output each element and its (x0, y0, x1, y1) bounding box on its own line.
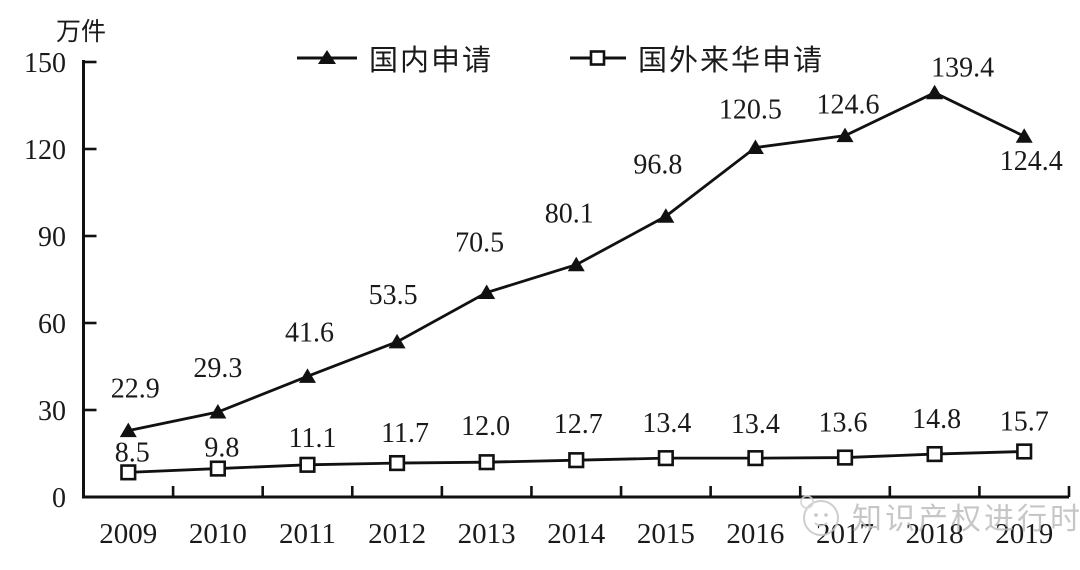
data-point-label: 139.4 (931, 53, 994, 84)
legend-label-foreign: 国外来华申请 (638, 45, 825, 77)
x-tick-label: 2014 (547, 518, 606, 550)
data-point-marker-square (209, 460, 226, 477)
x-tick-label: 2009 (99, 518, 157, 550)
data-point-marker-square (1016, 443, 1033, 460)
data-point-label: 11.1 (288, 423, 336, 454)
data-point-label: 124.6 (817, 90, 880, 121)
data-point-marker-triangle (1015, 128, 1033, 143)
data-point-label: 22.9 (111, 374, 160, 405)
data-point-label: 8.5 (115, 437, 150, 468)
x-tick-label: 2010 (189, 518, 247, 550)
data-point-marker-triangle (388, 333, 406, 349)
data-point-marker-square (747, 450, 764, 467)
x-tick-label: 2017 (816, 518, 874, 550)
x-tick-label: 2011 (279, 518, 336, 550)
y-tick-label: 120 (24, 135, 66, 166)
x-tick-label: 2016 (726, 518, 784, 550)
legend-item-domestic: 国内申请 (296, 37, 493, 79)
data-point-label: 9.8 (204, 433, 239, 464)
data-point-label: 13.6 (819, 408, 868, 439)
data-point-marker-triangle (478, 284, 496, 300)
data-point-marker-square (120, 464, 137, 481)
y-tick-label: 30 (38, 396, 66, 427)
data-point-label: 12.0 (461, 411, 510, 442)
data-point-marker-triangle (926, 84, 944, 100)
legend-triangle-marker-icon (297, 50, 357, 64)
x-tick-label: 2018 (906, 518, 964, 550)
data-point-marker-square (388, 454, 406, 472)
legend-label-domestic: 国内申请 (369, 45, 494, 77)
y-tick-label: 90 (38, 222, 66, 253)
data-point-marker-square (926, 445, 943, 463)
data-point-label: 11.7 (381, 418, 429, 449)
data-point-marker-triangle (298, 368, 316, 383)
data-point-label: 120.5 (719, 95, 782, 126)
x-tick-label: 2015 (637, 518, 695, 550)
data-point-label: 53.5 (369, 280, 418, 311)
data-point-marker-triangle (836, 127, 854, 143)
x-tick-label: 2012 (368, 518, 426, 550)
chart-legend: 国内申请 国外来华申请 (296, 37, 824, 79)
data-point-label: 96.8 (633, 149, 682, 180)
data-point-label: 29.3 (193, 353, 242, 384)
data-point-label: 124.4 (1000, 146, 1063, 177)
y-axis-unit-label: 万件 (56, 19, 107, 46)
data-point-marker-square (657, 450, 674, 467)
data-point-marker-square (836, 449, 854, 466)
legend-square-marker-icon (570, 50, 627, 66)
legend-item-foreign: 国外来华申请 (569, 37, 824, 79)
data-point-label: 15.7 (1000, 406, 1049, 437)
y-tick-label: 0 (52, 483, 66, 514)
data-point-label: 13.4 (731, 409, 780, 440)
y-tick-label: 60 (38, 309, 66, 340)
x-tick-label: 2013 (458, 518, 516, 550)
data-point-label: 70.5 (455, 228, 504, 259)
data-point-marker-triangle (746, 139, 764, 155)
data-point-label: 13.4 (642, 408, 691, 439)
data-point-marker-square (568, 452, 585, 469)
data-point-marker-triangle (657, 208, 675, 223)
data-point-marker-square (478, 454, 495, 471)
data-point-marker-square (299, 456, 316, 473)
data-point-marker-triangle (119, 422, 137, 438)
data-point-label: 80.1 (545, 199, 594, 230)
data-point-marker-triangle (209, 404, 227, 419)
x-tick-label: 2019 (995, 518, 1053, 550)
y-tick-label: 150 (24, 48, 66, 79)
data-point-label: 14.8 (912, 404, 961, 435)
data-point-marker-triangle (567, 256, 585, 272)
data-point-label: 12.7 (554, 409, 603, 440)
data-point-label: 41.6 (285, 317, 334, 348)
